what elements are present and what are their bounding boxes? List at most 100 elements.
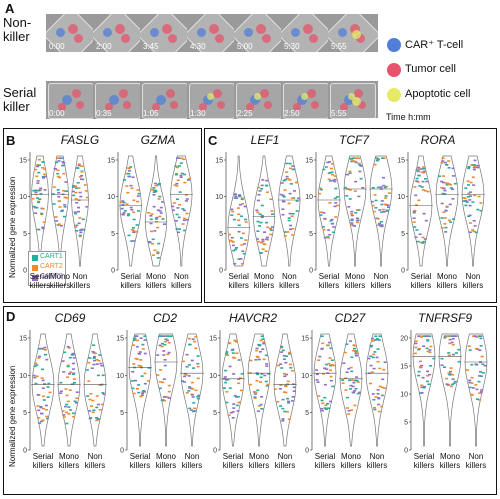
gzma-point: [178, 228, 181, 230]
tcf7-point: [334, 216, 337, 218]
faslg-point: [75, 225, 78, 227]
tnfrsf9-point: [414, 353, 417, 355]
cd27-point: [345, 343, 348, 345]
cd69-violin: [32, 334, 54, 446]
lef1-point: [257, 241, 260, 243]
havcr2-point: [237, 410, 240, 412]
havcr2-point: [228, 414, 231, 416]
lef1-tick-label: 5: [219, 231, 223, 238]
faslg-point: [63, 204, 66, 206]
rora-point: [422, 181, 425, 183]
gzma-tick-label: 10: [107, 194, 115, 201]
cd27-point: [341, 379, 344, 381]
lef1-point: [269, 198, 272, 200]
rora-point: [467, 181, 470, 183]
rora-point: [468, 199, 471, 201]
rora-point: [468, 166, 471, 168]
havcr2-point: [265, 363, 268, 365]
tcf7-point: [334, 188, 337, 190]
cd27-point: [330, 376, 333, 378]
lef1-point: [244, 239, 247, 241]
group-label-non: Non killers: [364, 272, 398, 290]
rora-point: [418, 185, 421, 187]
cd69-violin: [84, 334, 106, 446]
cd27-point: [372, 393, 375, 395]
gzma-point: [179, 175, 182, 177]
gzma-point: [179, 191, 182, 193]
gzma-point: [133, 219, 136, 221]
cd2-point: [159, 345, 162, 347]
tnfrsf9-point: [481, 356, 484, 358]
havcr2-point: [261, 335, 264, 337]
rora-point: [449, 221, 452, 223]
tnfrsf9-point: [475, 364, 478, 366]
lef1-point: [260, 252, 263, 254]
faslg-point: [82, 219, 85, 221]
lef1-point: [289, 193, 292, 195]
tnfrsf9-point: [441, 364, 444, 366]
tnfrsf9-point: [452, 338, 455, 340]
cd27-point: [352, 344, 355, 346]
havcr2-point: [287, 402, 290, 404]
faslg-point: [85, 206, 88, 208]
faslg-point: [78, 163, 81, 165]
cd2-point: [142, 390, 145, 392]
cd27-point: [350, 385, 353, 387]
cd2-point: [190, 409, 193, 411]
gzma-point: [149, 215, 152, 217]
cd69-point: [37, 410, 40, 412]
gzma-point: [181, 173, 184, 175]
gzma-point: [125, 185, 128, 187]
lef1-point: [266, 227, 269, 229]
cd2-point: [197, 355, 200, 357]
cd2-point: [133, 338, 136, 340]
havcr2-point: [232, 417, 235, 419]
cd27-point: [382, 369, 385, 371]
havcr2-point: [241, 373, 244, 375]
cd2-point: [188, 364, 191, 366]
faslg-point: [58, 160, 61, 162]
rora-point: [476, 165, 479, 167]
faslg-point: [37, 202, 40, 204]
cd69-point: [93, 356, 96, 358]
cd27-point: [349, 340, 352, 342]
cd69-point: [94, 353, 97, 355]
tcf7-point: [331, 163, 334, 165]
cd27-point: [373, 407, 376, 409]
tnfrsf9-point: [422, 345, 425, 347]
havcr2-violin: [274, 334, 296, 446]
gzma-tick-label: 5: [111, 231, 115, 238]
cd27-point: [342, 362, 345, 364]
cd27-point: [370, 365, 373, 367]
havcr2-point: [282, 399, 285, 401]
faslg-point: [62, 173, 65, 175]
cd2-point: [183, 381, 186, 383]
lef1-point: [261, 179, 264, 181]
cd27-point: [324, 407, 327, 409]
cd69-tick-label: 10: [19, 373, 27, 380]
tnfrsf9-point: [415, 343, 418, 345]
lef1-point: [261, 205, 264, 207]
tnfrsf9-point: [429, 365, 432, 367]
havcr2-point: [232, 357, 235, 359]
faslg-point: [32, 190, 35, 192]
cd69-point: [67, 413, 70, 415]
lef1-point: [266, 191, 269, 193]
cd69-point: [42, 380, 45, 382]
cd2-point: [159, 335, 162, 337]
cd2-point: [132, 363, 135, 365]
cd69-point: [100, 365, 103, 367]
tcf7-point: [380, 211, 383, 213]
cd69-point: [88, 399, 91, 401]
gzma-point: [183, 182, 186, 184]
lef1-point: [256, 238, 259, 240]
cd27-point: [383, 387, 386, 389]
faslg-point: [57, 196, 60, 198]
cart2-legend-label: CART2: [40, 263, 63, 270]
faslg-point: [82, 229, 85, 231]
tcf7-point: [361, 187, 364, 189]
havcr2-point: [279, 405, 282, 407]
tcf7-point: [334, 175, 337, 177]
faslg-point: [44, 176, 47, 178]
tcf7-point: [382, 177, 385, 179]
